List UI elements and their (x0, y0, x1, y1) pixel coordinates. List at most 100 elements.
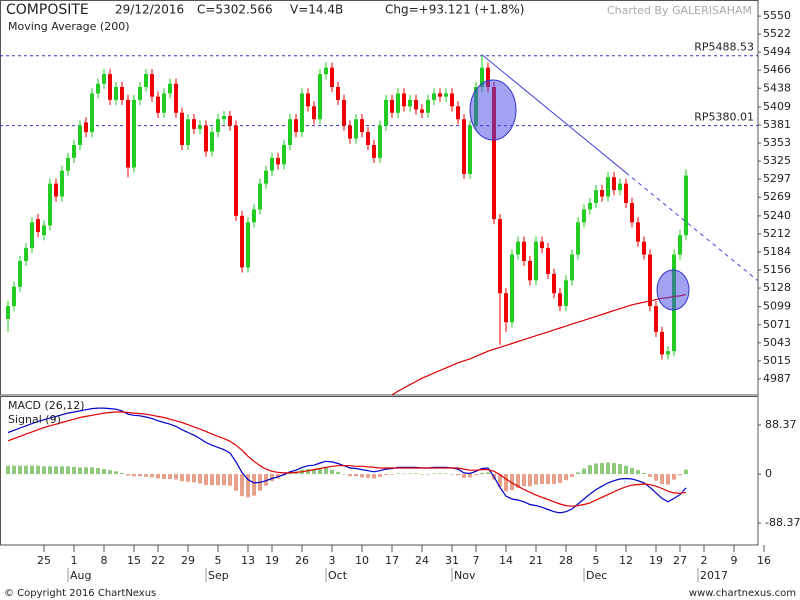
y-tick-label: 5212 (763, 227, 791, 240)
y-tick-label: 5184 (763, 245, 791, 258)
x-tick-label: 25 (37, 554, 51, 567)
histogram-bar (41, 466, 46, 475)
histogram-bar (617, 464, 622, 475)
y-tick-label: 5353 (763, 136, 791, 149)
histogram-bar (77, 467, 82, 475)
y-tick-label: 5156 (763, 263, 791, 276)
candle-body (623, 183, 628, 203)
candle-body (95, 83, 100, 94)
candle-body (89, 93, 94, 133)
candle-body (299, 93, 304, 133)
candle-body (317, 74, 322, 120)
y-tick-label: 0 (765, 467, 772, 480)
candle-body (305, 93, 310, 107)
candle-body (365, 132, 370, 145)
histogram-bar (107, 470, 112, 475)
candle-body (197, 125, 202, 129)
candle-body (11, 286, 16, 307)
candle-body (515, 241, 520, 255)
highlight-circle (656, 269, 690, 311)
header-credit: Charted By GALERISAHAM (607, 4, 752, 17)
candle-body (653, 306, 658, 332)
histogram-bar (29, 465, 34, 475)
histogram-bar (539, 474, 544, 485)
candle-body (389, 99, 394, 113)
x-tick-label: 19 (649, 554, 663, 567)
candle-body (335, 86, 340, 100)
chart-title: COMPOSITE (6, 2, 89, 18)
histogram-bar (401, 473, 406, 475)
histogram-bar (179, 474, 184, 482)
candle-body (251, 209, 256, 223)
footer-site: www.chartnexus.com (689, 588, 796, 599)
main-plot (0, 54, 758, 395)
candle-body (605, 177, 610, 197)
candle-body (29, 222, 34, 249)
histogram-bar (137, 474, 142, 477)
candle-body (269, 157, 274, 171)
y-tick-label: 5128 (763, 281, 791, 294)
y-tick-label: -88.37 (765, 516, 800, 529)
histogram-bar (395, 473, 400, 475)
x-tick-label: 12 (619, 554, 633, 567)
x-tick-label: 26 (295, 554, 309, 567)
x-tick-label: 5 (214, 554, 221, 567)
histogram-bar (509, 474, 514, 491)
candle-body (371, 144, 376, 158)
y-tick-label: 5043 (763, 336, 791, 349)
histogram-bar (269, 474, 274, 482)
footer-copyright: © Copyright 2016 ChartNexus (4, 588, 156, 599)
candle-body (65, 157, 70, 171)
histogram-bar (227, 474, 232, 486)
candle-body (593, 190, 598, 203)
candle-body (245, 222, 250, 268)
histogram-bar (605, 462, 610, 475)
histogram-bar (11, 465, 16, 475)
histogram-bar (203, 474, 208, 486)
candle-body (101, 74, 106, 84)
candle-body (323, 67, 328, 75)
candle-body (227, 115, 232, 126)
histogram-bar (101, 469, 106, 475)
candle-body (497, 219, 502, 294)
histogram-bar (113, 471, 118, 475)
candle-body (413, 99, 418, 110)
histogram-bar (461, 474, 466, 478)
histogram-bar (437, 473, 442, 475)
y-tick-label: 5099 (763, 300, 791, 313)
histogram-bar (683, 469, 688, 475)
candle-body (401, 93, 406, 107)
histogram-bar (35, 465, 40, 475)
candle-body (35, 219, 40, 232)
candle-body (491, 86, 496, 220)
histogram-bar (5, 465, 10, 475)
candle-body (545, 248, 550, 274)
candle-body (173, 83, 178, 113)
histogram-bar (239, 474, 244, 497)
histogram-bar (413, 473, 418, 475)
annotation-label: RP5488.53 (694, 41, 754, 54)
candle-body (239, 215, 244, 268)
x-tick-label: 2 (700, 554, 707, 567)
histogram-bar (17, 465, 22, 475)
histogram-bar (383, 474, 388, 476)
candle-body (587, 202, 592, 210)
histogram-bar (329, 469, 334, 475)
candle-body (551, 273, 556, 294)
histogram-bar (221, 474, 226, 486)
candle-body (683, 175, 688, 236)
candle-body (377, 125, 382, 158)
histogram-bar (473, 474, 478, 476)
main-panel (0, 0, 759, 396)
candle-body (257, 183, 262, 210)
candle-body (221, 115, 226, 120)
x-tick-label: 29 (181, 554, 195, 567)
histogram-bar (635, 470, 640, 475)
histogram-bar (245, 474, 250, 498)
candle-body (131, 99, 136, 168)
candle-body (347, 125, 352, 139)
month-label: Dec (586, 569, 607, 582)
histogram-bar (353, 474, 358, 477)
histogram-bar (149, 474, 154, 478)
y-tick-label: 4987 (763, 372, 791, 385)
